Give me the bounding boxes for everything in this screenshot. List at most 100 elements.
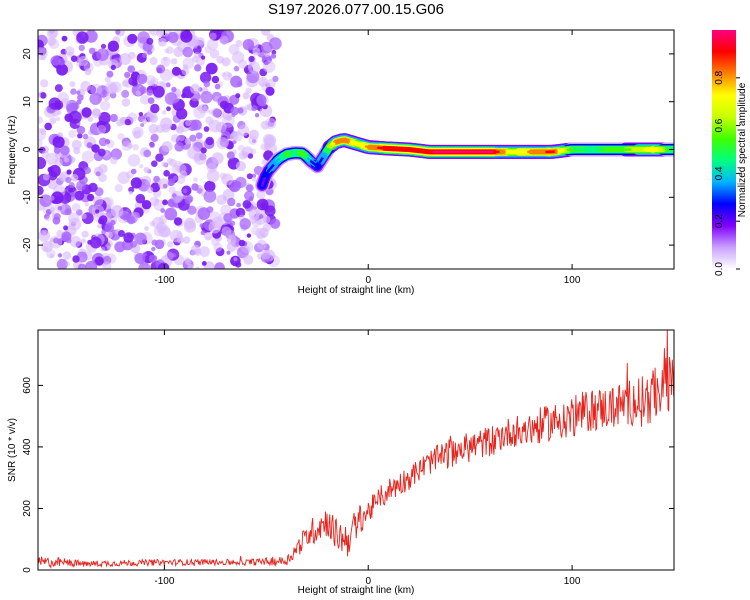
- noise-blob: [262, 60, 276, 73]
- noise-blob: [71, 203, 81, 212]
- noise-blob: [38, 92, 42, 98]
- noise-blob: [238, 239, 246, 247]
- noise-blob: [69, 235, 82, 248]
- snr-xtick-label: 0: [365, 576, 371, 587]
- noise-blob: [127, 112, 138, 123]
- noise-blob: [38, 116, 44, 124]
- snr-ytick-label: 200: [22, 500, 33, 517]
- noise-blob: [256, 198, 269, 211]
- noise-blob: [251, 173, 257, 178]
- noise-blob: [54, 84, 63, 93]
- noise-blob: [232, 131, 243, 142]
- noise-blob: [199, 223, 205, 229]
- noise-blob: [221, 173, 234, 186]
- noise-blob: [269, 218, 281, 229]
- noise-blob: [184, 257, 190, 263]
- noise-blob: [77, 263, 87, 269]
- spectrogram-ytick-label: -20: [22, 237, 33, 252]
- noise-blob: [73, 147, 81, 155]
- noise-blob: [170, 190, 184, 204]
- noise-blob: [175, 127, 180, 132]
- noise-blob: [45, 216, 51, 222]
- noise-blob: [70, 88, 77, 95]
- noise-blob: [209, 32, 217, 40]
- noise-blob: [138, 112, 144, 117]
- noise-blob: [176, 108, 188, 120]
- noise-blob: [134, 232, 147, 245]
- noise-blob: [258, 77, 268, 87]
- spectrogram-xtick-label: -100: [154, 275, 174, 286]
- noise-blob: [66, 169, 72, 175]
- noise-blob: [138, 262, 151, 269]
- noise-blob: [142, 252, 147, 257]
- noise-blob: [149, 142, 155, 148]
- noise-blob: [193, 52, 201, 59]
- noise-blob: [164, 251, 174, 261]
- noise-blob: [68, 182, 75, 189]
- noise-blob: [127, 65, 135, 73]
- noise-blob: [201, 261, 207, 266]
- noise-blob: [161, 161, 168, 168]
- noise-blob: [236, 246, 249, 259]
- noise-blob: [170, 58, 178, 65]
- noise-blob: [132, 143, 139, 151]
- noise-blob: [76, 125, 86, 135]
- noise-blob: [91, 144, 100, 153]
- noise-blob: [229, 220, 236, 226]
- colorbar: 0.0 0.2 0.4 0.6 0.8 Normalized spectral ampl…: [712, 30, 748, 276]
- noise-blob: [51, 191, 64, 204]
- noise-blob: [252, 177, 257, 182]
- noise-blob: [135, 90, 141, 96]
- noise-blob: [104, 76, 111, 83]
- noise-blob: [98, 137, 108, 147]
- noise-blob: [158, 225, 171, 238]
- noise-blob: [165, 82, 171, 88]
- noise-blob: [87, 116, 94, 122]
- noise-blob: [203, 126, 210, 132]
- noise-blob: [38, 229, 51, 242]
- noise-blob: [248, 129, 259, 140]
- noise-blob: [226, 241, 237, 252]
- noise-blob: [203, 105, 209, 111]
- noise-blob: [211, 75, 220, 84]
- noise-blob: [145, 179, 151, 186]
- noise-blob: [97, 148, 106, 157]
- spectrogram-xtick-label: 100: [564, 275, 581, 286]
- noise-blob: [151, 246, 156, 252]
- noise-blob: [115, 30, 121, 35]
- noise-blob: [149, 196, 160, 207]
- noise-blob: [149, 220, 156, 227]
- noise-blob: [215, 247, 225, 257]
- noise-blob: [181, 67, 190, 76]
- noise-blob: [78, 44, 85, 52]
- noise-blob: [233, 65, 240, 72]
- noise-blob: [251, 138, 257, 144]
- noise-blob: [77, 94, 84, 101]
- noise-blob: [163, 170, 170, 177]
- noise-blob: [117, 133, 125, 141]
- noise-blob: [226, 250, 231, 255]
- noise-blob: [171, 66, 182, 76]
- noise-blob: [193, 177, 198, 182]
- noise-blob: [176, 164, 187, 174]
- noise-blob: [167, 180, 174, 187]
- noise-blob: [89, 236, 102, 249]
- snr-ylabel: SNR (10 * v/v): [7, 418, 18, 482]
- noise-blob: [46, 30, 58, 40]
- noise-blob: [221, 72, 226, 77]
- noise-blob: [148, 254, 157, 263]
- noise-blob: [199, 71, 212, 84]
- noise-blob: [40, 79, 49, 88]
- noise-blob: [128, 76, 138, 86]
- noise-blob: [191, 183, 199, 191]
- noise-blob: [251, 105, 258, 112]
- noise-blob: [261, 30, 271, 36]
- noise-blob: [70, 174, 79, 182]
- noise-blob: [201, 55, 206, 60]
- noise-blob: [56, 258, 68, 269]
- noise-blob: [128, 190, 133, 195]
- noise-blob: [77, 133, 83, 139]
- spectrogram-ytick-label: 10: [22, 96, 33, 108]
- snr-xtick-label: -100: [154, 576, 174, 587]
- noise-blob: [68, 129, 77, 138]
